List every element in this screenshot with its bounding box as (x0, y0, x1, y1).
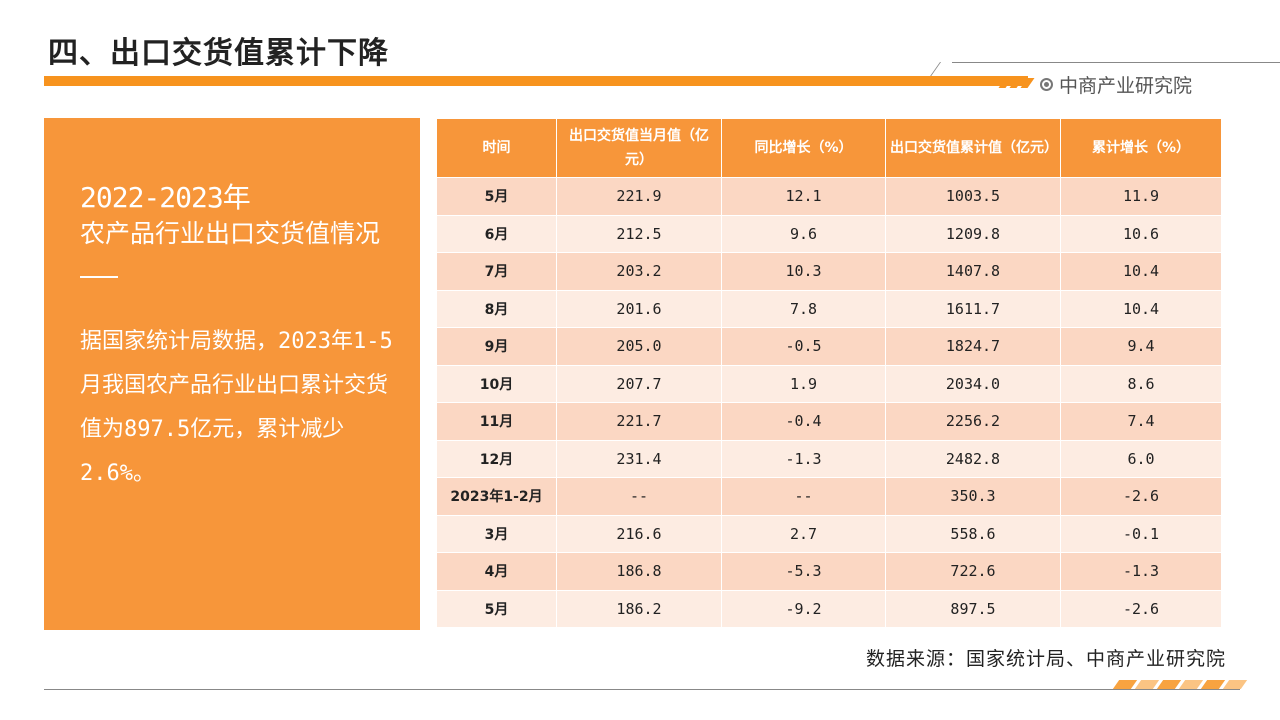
table-cell-value: 186.8 (556, 552, 722, 591)
page-title: 四、出口交货值累计下降 (48, 36, 389, 71)
table-cell-value: -- (721, 477, 886, 516)
table-cell-value: 186.2 (556, 589, 722, 628)
table-cell-value: 722.6 (885, 552, 1061, 591)
table-cell-value: 203.2 (556, 252, 722, 291)
table-cell-value: 6.0 (1060, 439, 1222, 478)
header-rule (952, 62, 1280, 63)
table-cell-value: 350.3 (885, 477, 1061, 516)
table-row: 11月 221.7 -0.4 2256.2 7.4 (436, 402, 1222, 441)
table-cell-value: 11.9 (1060, 177, 1222, 216)
title-underline-bar (44, 76, 1028, 86)
brand-logo-icon (1040, 77, 1053, 91)
table-cell-value: 2.7 (721, 514, 886, 553)
table-cell-value: -5.3 (721, 552, 886, 591)
table-cell-value: 1407.8 (885, 252, 1061, 291)
export-value-table: 时间 出口交货值当月值（亿元） 同比增长（%） 出口交货值累计值（亿元） 累计增… (436, 118, 1222, 628)
table-row: 5月 221.9 12.1 1003.5 11.9 (436, 177, 1222, 216)
table-cell-value: 10.4 (1060, 252, 1222, 291)
table-cell-value: 1.9 (721, 364, 886, 403)
table-cell-period: 2023年1-2月 (436, 477, 557, 516)
summary-divider (80, 276, 118, 278)
table-row: 3月 216.6 2.7 558.6 -0.1 (436, 514, 1222, 553)
table-cell-value: -0.5 (721, 327, 886, 366)
table-cell-period: 10月 (436, 364, 557, 403)
table-row: 5月 186.2 -9.2 897.5 -2.6 (436, 589, 1222, 628)
table-cell-value: -1.3 (1060, 552, 1222, 591)
table-cell-value: 2034.0 (885, 364, 1061, 403)
table-cell-value: -- (556, 477, 722, 516)
header-stripes-decoration (998, 78, 1035, 88)
table-cell-value: -2.6 (1060, 589, 1222, 628)
table-cell-value: 558.6 (885, 514, 1061, 553)
summary-year: 2022-2023年 (80, 181, 251, 214)
table-cell-period: 5月 (436, 177, 557, 216)
brand-name: 中商产业研究院 (1059, 74, 1193, 97)
table-cell-period: 8月 (436, 289, 557, 328)
table-cell-value: 9.6 (721, 214, 886, 253)
table-header-cell: 出口交货值累计值（亿元） (885, 118, 1061, 178)
brand-header: 中商产业研究院 (1040, 70, 1192, 98)
table-header-cell: 时间 (436, 118, 557, 178)
table-cell-value: -0.4 (721, 402, 886, 441)
table-header-row: 时间 出口交货值当月值（亿元） 同比增长（%） 出口交货值累计值（亿元） 累计增… (436, 118, 1222, 178)
table-cell-value: 10.6 (1060, 214, 1222, 253)
table-header-cell: 同比增长（%） (721, 118, 886, 178)
table-cell-value: 1611.7 (885, 289, 1061, 328)
table-cell-value: 10.3 (721, 252, 886, 291)
summary-subtitle: 农产品行业出口交货值情况 (80, 219, 381, 248)
table-cell-value: -9.2 (721, 589, 886, 628)
table-cell-value: 1003.5 (885, 177, 1061, 216)
table-row: 9月 205.0 -0.5 1824.7 9.4 (436, 327, 1222, 366)
table-cell-value: 216.6 (556, 514, 722, 553)
table-cell-value: 205.0 (556, 327, 722, 366)
table-cell-value: 897.5 (885, 589, 1061, 628)
table-cell-value: 7.8 (721, 289, 886, 328)
table-header-cell: 出口交货值当月值（亿元） (556, 118, 722, 178)
table-cell-period: 3月 (436, 514, 557, 553)
table-row: 2023年1-2月 -- -- 350.3 -2.6 (436, 477, 1222, 516)
table-cell-value: 8.6 (1060, 364, 1222, 403)
table-cell-value: 9.4 (1060, 327, 1222, 366)
table-cell-value: -2.6 (1060, 477, 1222, 516)
footer-rule (44, 689, 1240, 690)
table-cell-period: 6月 (436, 214, 557, 253)
table-cell-value: 231.4 (556, 439, 722, 478)
table-cell-value: 201.6 (556, 289, 722, 328)
table-cell-value: 212.5 (556, 214, 722, 253)
table-cell-value: 221.9 (556, 177, 722, 216)
summary-panel: 2022-2023年 农产品行业出口交货值情况 据国家统计局数据，2023年1-… (44, 118, 420, 630)
table-cell-value: 12.1 (721, 177, 886, 216)
table-cell-value: 10.4 (1060, 289, 1222, 328)
table-cell-period: 9月 (436, 327, 557, 366)
table-cell-value: 221.7 (556, 402, 722, 441)
table-cell-period: 12月 (436, 439, 557, 478)
table-cell-value: 1824.7 (885, 327, 1061, 366)
table-cell-value: 1209.8 (885, 214, 1061, 253)
summary-text: 据国家统计局数据，2023年1-5月我国农产品行业出口累计交货值为897.5亿元… (80, 329, 393, 486)
table-row: 7月 203.2 10.3 1407.8 10.4 (436, 252, 1222, 291)
table-cell-value: 7.4 (1060, 402, 1222, 441)
table-cell-value: 2482.8 (885, 439, 1061, 478)
data-source-note: 数据来源：国家统计局、中商产业研究院 (865, 648, 1226, 670)
table-cell-period: 4月 (436, 552, 557, 591)
table-cell-value: -1.3 (721, 439, 886, 478)
table-row: 12月 231.4 -1.3 2482.8 6.0 (436, 439, 1222, 478)
table-row: 10月 207.7 1.9 2034.0 8.6 (436, 364, 1222, 403)
table-header-cell: 累计增长（%） (1060, 118, 1222, 178)
table-cell-period: 7月 (436, 252, 557, 291)
table-row: 6月 212.5 9.6 1209.8 10.6 (436, 214, 1222, 253)
table-cell-period: 11月 (436, 402, 557, 441)
table-row: 8月 201.6 7.8 1611.7 10.4 (436, 289, 1222, 328)
table-cell-value: 2256.2 (885, 402, 1061, 441)
table-cell-value: -0.1 (1060, 514, 1222, 553)
table-row: 4月 186.8 -5.3 722.6 -1.3 (436, 552, 1222, 591)
footer-stripes-decoration (1112, 680, 1248, 689)
table-cell-value: 207.7 (556, 364, 722, 403)
header-rule-slant (930, 62, 941, 76)
table-cell-period: 5月 (436, 589, 557, 628)
